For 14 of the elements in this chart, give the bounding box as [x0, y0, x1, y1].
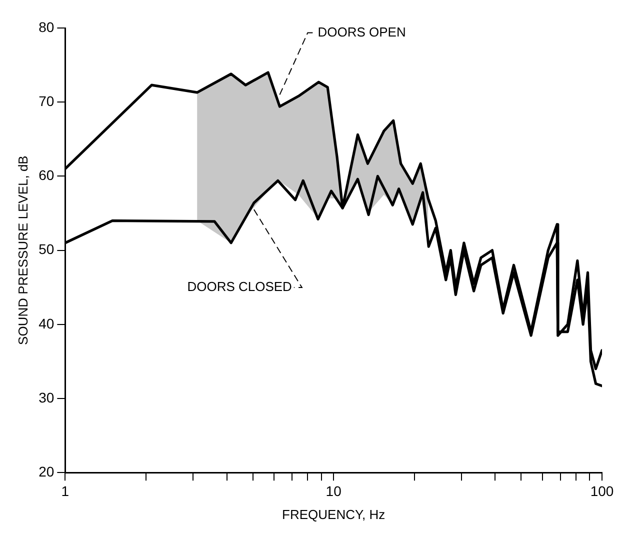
x-tick-label: 100 — [590, 482, 614, 499]
x-axis-title: FREQUENCY, Hz — [282, 506, 386, 522]
y-tick-label: 20 — [38, 463, 54, 480]
y-tick-label: 60 — [38, 167, 54, 184]
y-tick-label: 30 — [38, 389, 54, 406]
y-axis-title: SOUND PRESSURE LEVEL, dB — [15, 156, 30, 345]
x-tick-label: 1 — [61, 482, 70, 499]
annotation: DOORS OPEN — [318, 24, 406, 40]
y-tick-label: 70 — [38, 92, 54, 109]
y-tick-label: 80 — [38, 18, 54, 35]
annotation: DOORS CLOSED — [187, 279, 292, 294]
y-tick-label: 50 — [38, 241, 54, 258]
y-tick-label: 40 — [38, 315, 54, 332]
x-tick-label: 10 — [326, 482, 342, 499]
